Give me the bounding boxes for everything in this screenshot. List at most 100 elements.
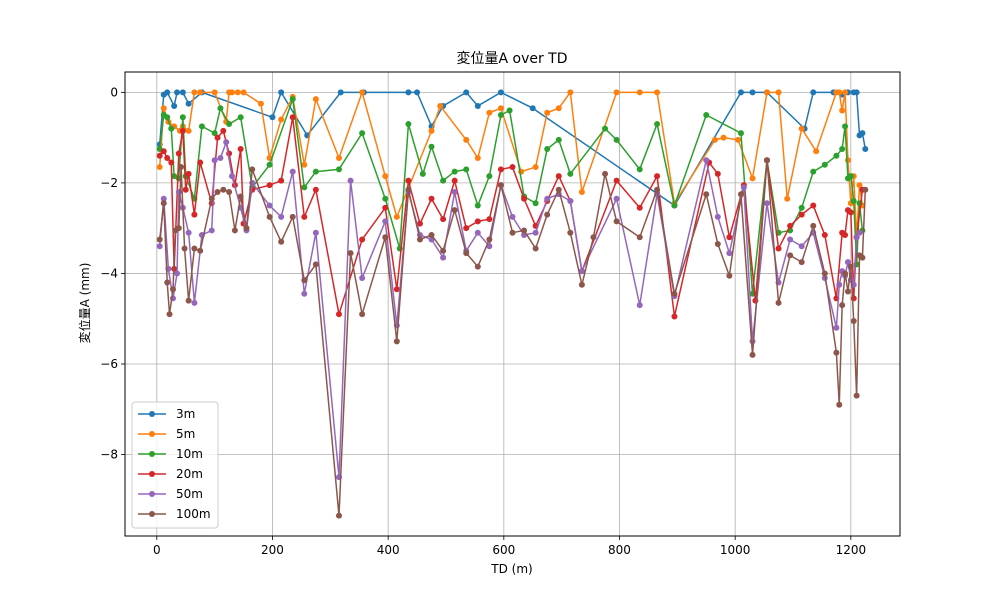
data-point	[312, 229, 319, 236]
data-point	[440, 254, 447, 261]
data-point	[416, 220, 423, 227]
data-point	[613, 136, 620, 143]
data-point	[836, 89, 843, 96]
data-point	[842, 270, 849, 277]
data-point	[850, 317, 857, 324]
legend-marker	[149, 471, 155, 477]
data-point	[532, 200, 539, 207]
data-point	[301, 161, 308, 168]
data-point	[578, 188, 585, 195]
data-point	[231, 227, 238, 234]
data-point	[181, 245, 188, 252]
data-point	[787, 222, 794, 229]
data-point	[839, 145, 846, 152]
data-point	[497, 89, 504, 96]
data-point	[175, 225, 182, 232]
data-point	[654, 173, 661, 180]
data-point	[382, 218, 389, 225]
legend-marker	[149, 511, 155, 517]
data-point	[278, 238, 285, 245]
data-point	[226, 188, 233, 195]
data-point	[226, 121, 233, 128]
data-point	[428, 231, 435, 238]
data-point	[671, 202, 678, 209]
data-point	[714, 170, 721, 177]
data-point	[821, 161, 828, 168]
data-point	[842, 89, 849, 96]
data-point	[636, 302, 643, 309]
data-point	[451, 177, 458, 184]
data-point	[798, 259, 805, 266]
legend-marker	[149, 491, 155, 497]
data-point	[720, 134, 727, 141]
data-point	[529, 105, 536, 112]
legend-label: 20m	[176, 467, 203, 481]
data-point	[842, 231, 849, 238]
data-point	[451, 207, 458, 214]
data-point	[839, 302, 846, 309]
data-point	[463, 89, 470, 96]
data-point	[405, 89, 412, 96]
data-point	[249, 166, 256, 173]
data-point	[182, 186, 189, 193]
data-point	[175, 150, 182, 157]
data-point	[671, 313, 678, 320]
data-point	[266, 161, 273, 168]
data-point	[240, 89, 247, 96]
data-point	[217, 155, 224, 162]
y-tick-label: −2	[100, 176, 118, 190]
data-point	[711, 136, 718, 143]
data-point	[763, 157, 770, 164]
data-point	[160, 195, 167, 202]
data-point	[229, 89, 235, 96]
y-tick-label: −6	[100, 357, 118, 371]
data-point	[168, 125, 175, 132]
data-point	[347, 250, 354, 257]
data-point	[393, 286, 400, 293]
data-point	[359, 130, 366, 137]
data-point	[289, 114, 296, 121]
data-point	[839, 107, 846, 114]
data-series	[156, 89, 869, 519]
data-point	[859, 130, 866, 137]
data-point	[382, 195, 389, 202]
data-point	[220, 127, 227, 134]
data-point	[164, 279, 171, 286]
data-point	[335, 155, 342, 162]
data-point	[654, 121, 661, 128]
data-point	[214, 134, 221, 141]
data-point	[703, 191, 710, 198]
data-point	[833, 152, 840, 159]
data-point	[171, 102, 178, 109]
data-point	[613, 89, 620, 96]
data-point	[197, 159, 204, 166]
legend-item: 10m	[138, 447, 203, 461]
y-tick-label: −4	[100, 266, 118, 280]
data-point	[237, 145, 244, 152]
data-point	[555, 136, 562, 143]
data-point	[463, 166, 470, 173]
x-tick-label: 400	[377, 543, 400, 557]
data-point	[613, 218, 620, 225]
data-point	[428, 143, 435, 150]
data-point	[775, 245, 782, 252]
data-point	[847, 209, 854, 216]
data-point	[266, 182, 273, 189]
data-point	[740, 184, 747, 191]
legend-marker	[149, 451, 155, 457]
y-tick-label: −8	[100, 448, 118, 462]
data-point	[775, 89, 782, 96]
data-point	[726, 250, 733, 257]
data-point	[850, 295, 857, 302]
data-point	[810, 168, 817, 175]
data-point	[521, 227, 528, 234]
data-point	[451, 188, 458, 195]
data-point	[842, 123, 849, 130]
data-point	[266, 202, 273, 209]
data-point	[821, 231, 828, 238]
legend: 3m 5m 10m 20m 50m 100m	[131, 401, 219, 529]
data-point	[763, 200, 770, 207]
legend-label: 50m	[176, 487, 203, 501]
data-point	[798, 204, 805, 211]
